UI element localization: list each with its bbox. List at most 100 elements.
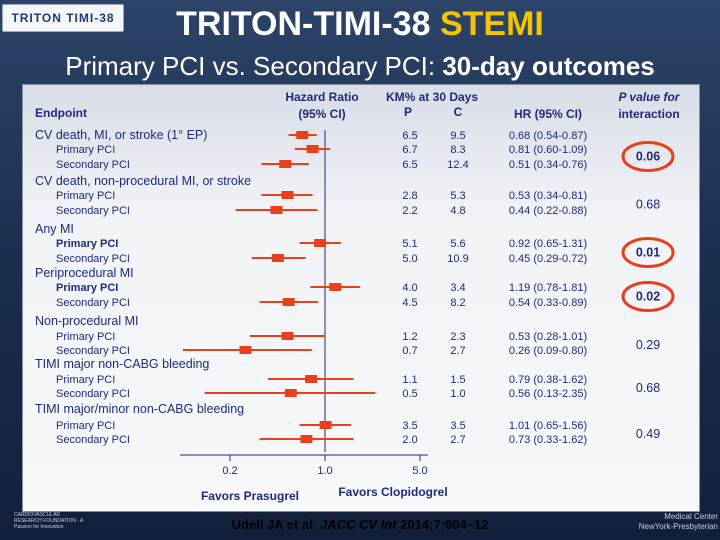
hr-marker	[284, 389, 297, 397]
endpoint-label: Any MI	[35, 222, 74, 236]
p-interaction-value: 0.68	[636, 198, 660, 212]
slide-title: TRITON-TIMI-38 STEMI	[0, 4, 720, 44]
forest-plot-panel	[22, 84, 700, 512]
km-clopidogrel-value: 3.5	[450, 420, 465, 432]
km-clopidogrel-value: 10.9	[447, 253, 468, 265]
km-prasugrel-value: 2.8	[402, 190, 417, 202]
hr-ci-value: 0.51 (0.34-0.76)	[509, 159, 587, 171]
km-prasugrel-value: 6.5	[402, 159, 417, 171]
hr-marker	[279, 160, 292, 168]
hr-ci-value: 0.56 (0.13-2.35)	[509, 388, 587, 400]
p-highlight-ring	[621, 237, 675, 268]
subgroup-label: Primary PCI	[56, 420, 115, 432]
title-accent: STEMI	[439, 5, 544, 43]
km-clopidogrel-value: 8.3	[450, 144, 465, 156]
hr-ci-value: 0.79 (0.38-1.62)	[509, 374, 587, 386]
km-header-c: C	[454, 105, 463, 119]
km-clopidogrel-value: 5.3	[450, 190, 465, 202]
km-clopidogrel-value: 5.6	[450, 238, 465, 250]
hr-marker	[281, 332, 294, 340]
p-interaction-value: 0.29	[636, 338, 660, 352]
p-interaction-value: 0.02	[636, 290, 660, 304]
km-clopidogrel-value: 8.2	[450, 297, 465, 309]
km-prasugrel-value: 4.0	[402, 282, 417, 294]
title-main: TRITON-TIMI-38	[176, 5, 440, 43]
subgroup-label: Secondary PCI	[56, 159, 130, 171]
hr-header-line1: Hazard Ratio	[285, 90, 358, 104]
km-prasugrel-value: 2.2	[402, 205, 417, 217]
hr-ci-value: 0.73 (0.33-1.62)	[509, 434, 587, 446]
km-prasugrel-value: 3.5	[402, 420, 417, 432]
subgroup-label: Secondary PCI	[56, 205, 130, 217]
citation: Udell JA et al. JACC CV Int 2014;7:604–1…	[0, 517, 720, 532]
km-header: KM% at 30 Days	[386, 90, 478, 104]
pint-header-line1: P value for	[619, 90, 681, 104]
km-clopidogrel-value: 2.3	[450, 331, 465, 343]
hr-ci-value: 0.53 (0.28-1.01)	[509, 331, 587, 343]
km-clopidogrel-value: 1.5	[450, 374, 465, 386]
triton-timi-logo: TRITON TIMI-38	[2, 4, 124, 32]
hr-ci-value: 0.68 (0.54-0.87)	[509, 130, 587, 142]
endpoint-label: CV death, MI, or stroke (1° EP)	[35, 128, 207, 142]
km-prasugrel-value: 0.5	[402, 388, 417, 400]
subtitle-bold: 30-day outcomes	[442, 51, 655, 81]
hr-ci-value: 0.53 (0.34-0.81)	[509, 190, 587, 202]
km-clopidogrel-value: 9.5	[450, 130, 465, 142]
endpoint-label: CV death, non-procedural MI, or stroke	[35, 174, 251, 188]
km-header-p: P	[404, 105, 412, 119]
hr-marker	[306, 145, 319, 153]
citation-authors: Udell JA et al.	[231, 517, 320, 532]
hr-ci-value: 0.44 (0.22-0.88)	[509, 205, 587, 217]
hr-marker	[329, 283, 342, 291]
km-prasugrel-value: 5.1	[402, 238, 417, 250]
subgroup-label: Primary PCI	[56, 282, 118, 294]
p-interaction-value: 0.06	[636, 150, 660, 164]
crf-logo: CARDIOVASCULAR RESEARCH FOUNDATION · A P…	[14, 512, 84, 530]
hr-header-line2: (95% CI)	[298, 107, 345, 121]
km-prasugrel-value: 2.0	[402, 434, 417, 446]
p-interaction-value: 0.68	[636, 381, 660, 395]
overall-hr-marker	[296, 131, 309, 139]
subgroup-label: Secondary PCI	[56, 345, 130, 357]
subgroup-label: Secondary PCI	[56, 253, 130, 265]
hr-marker	[239, 346, 252, 354]
citation-rest: 2014;7:604–12	[396, 517, 489, 532]
km-clopidogrel-value: 12.4	[447, 159, 468, 171]
hr-marker	[282, 298, 295, 306]
km-prasugrel-value: 5.0	[402, 253, 417, 265]
hr-marker	[281, 191, 294, 199]
km-clopidogrel-value: 4.8	[450, 205, 465, 217]
hr-ci-value: 0.81 (0.60-1.09)	[509, 144, 587, 156]
km-clopidogrel-value: 3.4	[450, 282, 465, 294]
hr-marker	[314, 239, 327, 247]
endpoint-label: TIMI major/minor non-CABG bleeding	[35, 402, 244, 416]
hr-marker	[270, 206, 283, 214]
x-tick-label: 0.2	[222, 465, 237, 477]
km-prasugrel-value: 1.1	[402, 374, 417, 386]
x-tick-label: 1.0	[317, 465, 332, 477]
km-prasugrel-value: 0.7	[402, 345, 417, 357]
hr-ci-value: 1.01 (0.65-1.56)	[509, 420, 587, 432]
endpoint-label: Periprocedural MI	[35, 266, 134, 280]
favors-clopidogrel-label: Favors Clopidogrel	[338, 485, 447, 499]
hr-ci-header: HR (95% CI)	[514, 107, 582, 121]
p-interaction-value: 0.01	[636, 246, 660, 260]
nyp-line2: NewYork-Presbyterian	[638, 522, 718, 531]
subgroup-label: Secondary PCI	[56, 297, 130, 309]
km-clopidogrel-value: 2.7	[450, 434, 465, 446]
subgroup-label: Primary PCI	[56, 238, 118, 250]
p-highlight-ring	[621, 141, 675, 172]
hr-ci-value: 0.54 (0.33-0.89)	[509, 297, 587, 309]
hr-marker	[319, 421, 332, 429]
subgroup-label: Primary PCI	[56, 190, 115, 202]
subtitle-main: Primary PCI vs. Secondary PCI:	[65, 51, 443, 81]
subgroup-label: Primary PCI	[56, 331, 115, 343]
p-highlight-ring	[621, 281, 675, 312]
nyp-line1: Medical Center	[664, 512, 718, 521]
x-tick-label: 5.0	[412, 465, 427, 477]
hr-ci-value: 0.26 (0.09-0.80)	[509, 345, 587, 357]
nyp-logo: Medical Center NewYork-Presbyterian	[608, 512, 718, 536]
km-prasugrel-value: 6.5	[402, 130, 417, 142]
subgroup-label: Secondary PCI	[56, 388, 130, 400]
